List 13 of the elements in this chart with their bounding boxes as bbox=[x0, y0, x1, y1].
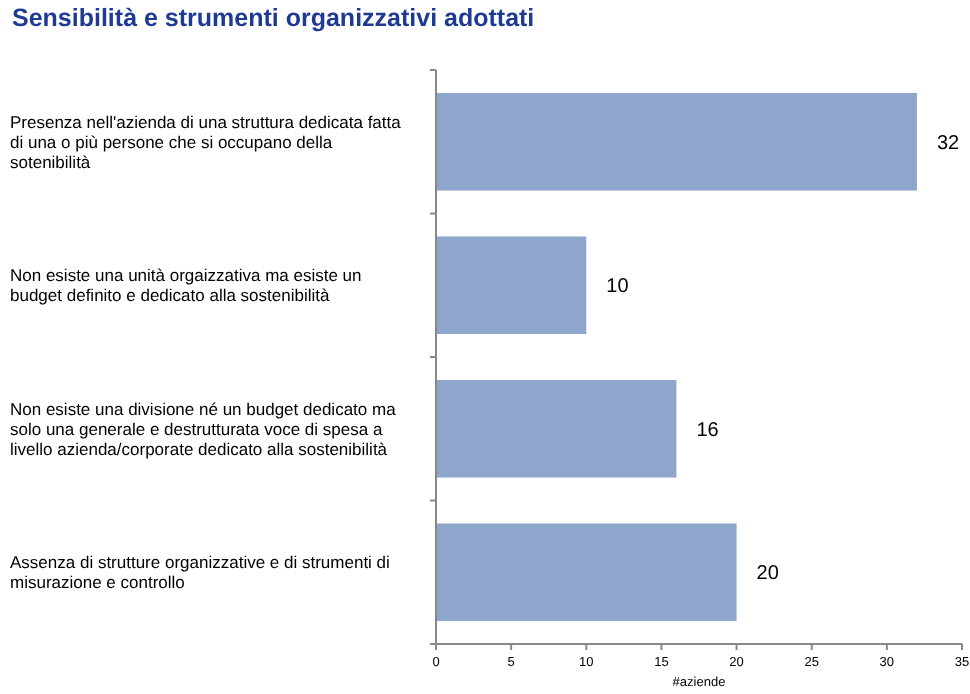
chart-title: Sensibilità e strumenti organizzativi adottati bbox=[12, 4, 535, 32]
y-tick-label: Presenza nell'azienda di una struttura dedicata fatta di una o più persone che si occupano della sotenibilità bbox=[10, 111, 402, 172]
data-label: 16 bbox=[696, 419, 720, 442]
y-tick-label: Non esiste una unità orgaizzativa ma esiste un budget definito e dedicato alla sostenibilità bbox=[10, 265, 363, 306]
y-tick-label: Assenza di strutture organizzative e di strumenti di misurazione e controllo bbox=[10, 552, 391, 593]
bar bbox=[436, 523, 737, 622]
bar bbox=[436, 379, 677, 478]
data-label: 32 bbox=[936, 132, 961, 155]
data-label: 20 bbox=[756, 563, 780, 586]
bar bbox=[436, 92, 917, 191]
bar bbox=[436, 236, 587, 335]
y-tick-label: Non esiste una divisione né un budget dedicato ma solo una generale e destrutturata voce di spesa a livello azienda/corporate dedicato alla sostenibilità bbox=[10, 398, 397, 459]
data-label: 10 bbox=[606, 276, 630, 299]
